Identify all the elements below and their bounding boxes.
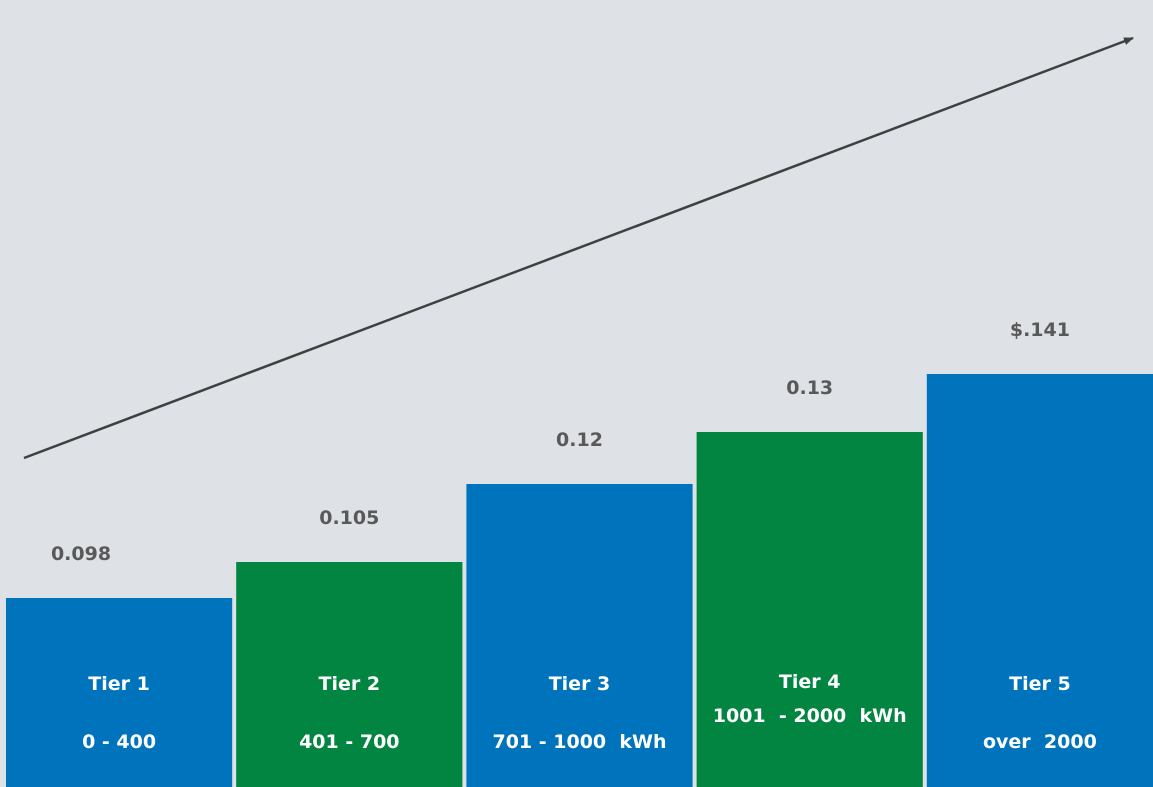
bar-tier-5 <box>926 374 1153 787</box>
tier-name-4: Tier 4 <box>779 671 841 693</box>
value-label-tier-5: $.141 <box>1010 319 1070 341</box>
range-label-tier-1: 0 - 400 <box>82 731 156 753</box>
trend-arrow <box>23 36 1134 460</box>
bar-tier-3 <box>466 484 693 787</box>
tier-name-1: Tier 1 <box>88 673 150 695</box>
range-label-tier-2: 401 - 700 <box>299 731 399 753</box>
range-label-tier-5: over 2000 <box>983 731 1097 753</box>
tier-name-5: Tier 5 <box>1009 673 1071 695</box>
bars-layer: 0.098 Tier 1 0 - 400 0.105 Tier 2 401 - 700 0.… <box>6 319 1153 787</box>
bar-tier-1 <box>6 598 233 787</box>
value-label-tier-3: 0.12 <box>556 429 603 451</box>
bar-tier-2 <box>236 562 463 787</box>
tier-name-2: Tier 2 <box>319 673 381 695</box>
value-label-tier-1: 0.098 <box>51 543 111 565</box>
value-label-tier-4: 0.13 <box>786 377 833 399</box>
range-label-tier-4: 1001 - 2000 kWh <box>713 705 907 727</box>
bar-tier-4 <box>696 432 923 787</box>
value-label-tier-2: 0.105 <box>319 507 379 529</box>
range-label-tier-3: 701 - 1000 kWh <box>492 731 666 753</box>
tier-name-3: Tier 3 <box>549 673 611 695</box>
